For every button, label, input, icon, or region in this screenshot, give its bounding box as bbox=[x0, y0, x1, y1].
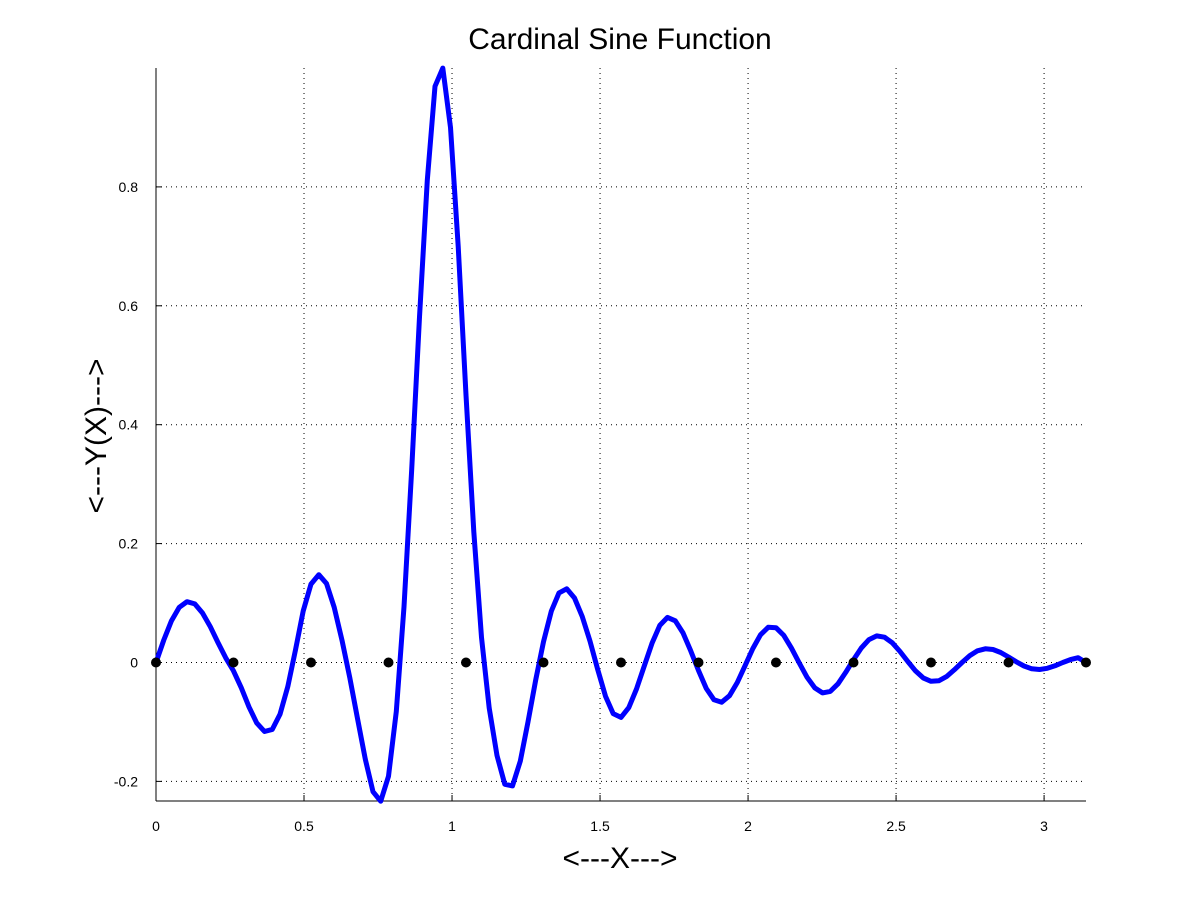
y-tick-label: 0.6 bbox=[119, 298, 139, 314]
tick-labels: 0 0.5 1 1.5 2 2.5 3 -0.2 0 0.2 0.4 0.6 0.8 bbox=[114, 179, 1048, 834]
marker-layer bbox=[151, 657, 1092, 668]
data-point-marker bbox=[228, 657, 239, 668]
data-point-marker bbox=[461, 657, 472, 668]
data-point-marker bbox=[383, 657, 394, 668]
x-tick-label: 0.5 bbox=[294, 818, 314, 834]
data-point-marker bbox=[693, 657, 704, 668]
data-point-marker bbox=[616, 657, 627, 668]
series-layer bbox=[153, 65, 1089, 804]
data-point-marker bbox=[848, 657, 859, 668]
x-tick-label: 0 bbox=[152, 818, 160, 834]
data-point-marker bbox=[538, 657, 549, 668]
data-point-marker bbox=[926, 657, 937, 668]
x-axis-label: <---X---> bbox=[563, 842, 678, 875]
x-tick-label: 2 bbox=[744, 818, 752, 834]
data-point-marker bbox=[1081, 657, 1092, 668]
y-tick-label: 0 bbox=[130, 654, 138, 670]
series-line bbox=[153, 65, 1089, 804]
data-point-marker bbox=[1003, 657, 1014, 668]
data-point-marker bbox=[151, 657, 161, 668]
y-tick-label: 0.2 bbox=[119, 536, 139, 552]
y-tick-label: -0.2 bbox=[114, 773, 138, 789]
data-point-marker bbox=[771, 657, 782, 668]
axes bbox=[155, 68, 1086, 802]
y-tick-label: 0.4 bbox=[119, 417, 139, 433]
y-tick-label: 0.8 bbox=[119, 179, 139, 195]
x-tick-label: 1.5 bbox=[590, 818, 610, 834]
x-tick-label: 3 bbox=[1040, 818, 1048, 834]
chart-title: Cardinal Sine Function bbox=[468, 23, 772, 56]
y-axis-label: <---Y(X)---> bbox=[80, 359, 113, 514]
x-tick-label: 2.5 bbox=[886, 818, 906, 834]
data-point-marker bbox=[306, 657, 317, 668]
x-tick-label: 1 bbox=[448, 818, 456, 834]
